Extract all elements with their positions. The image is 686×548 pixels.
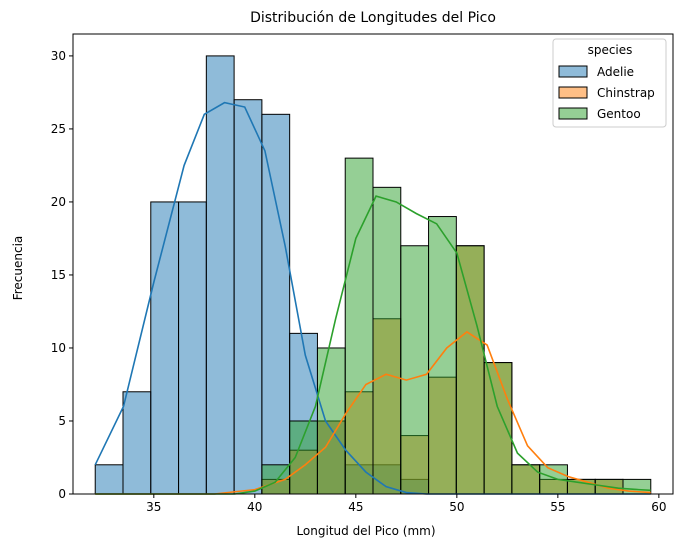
legend-swatch-chinstrap xyxy=(558,86,588,99)
bar-adelie-2 xyxy=(150,201,180,495)
legend-label-chinstrap: Chinstrap xyxy=(597,86,655,100)
y-tick-label: 0 xyxy=(58,487,66,501)
plot-area xyxy=(72,33,674,495)
y-tick-label: 20 xyxy=(51,195,66,209)
legend-swatch-adelie xyxy=(558,65,588,78)
plot-frame xyxy=(72,33,674,495)
x-tick-label: 35 xyxy=(146,500,161,514)
bar-adelie-1 xyxy=(122,391,152,495)
y-tick-label: 10 xyxy=(51,341,66,355)
bar-gentoo-11 xyxy=(400,245,430,495)
legend-title: species xyxy=(588,43,633,57)
bar-gentoo-10 xyxy=(372,186,402,495)
y-tick-label: 15 xyxy=(51,268,66,282)
bar-gentoo-13 xyxy=(455,245,485,495)
y-axis: 0 5 10 15 20 25 30 xyxy=(51,49,73,501)
bar-gentoo-12 xyxy=(428,216,457,495)
legend-label-adelie: Adelie xyxy=(597,65,634,79)
bar-adelie-5 xyxy=(233,99,263,495)
bar-gentoo-14 xyxy=(483,362,513,495)
series-gentoo-bars xyxy=(261,157,652,495)
x-axis: 35 40 45 50 55 60 xyxy=(146,494,666,514)
legend: species Adelie Chinstrap Gentoo xyxy=(552,38,667,128)
y-tick-label: 5 xyxy=(58,414,66,428)
legend-label-gentoo: Gentoo xyxy=(597,107,641,121)
x-tick-label: 55 xyxy=(550,500,565,514)
bar-adelie-6 xyxy=(261,113,291,495)
bar-adelie-4 xyxy=(205,55,235,495)
legend-swatch-gentoo xyxy=(558,107,588,120)
series-adelie-bars xyxy=(94,55,430,495)
bar-gentoo-15 xyxy=(511,464,541,495)
x-tick-label: 40 xyxy=(247,500,262,514)
x-tick-label: 45 xyxy=(348,500,363,514)
kde-gentoo xyxy=(95,195,651,495)
x-tick-label: 50 xyxy=(449,500,464,514)
x-axis-label: Longitud del Pico (mm) xyxy=(296,524,435,538)
x-tick-label: 60 xyxy=(651,500,666,514)
bar-adelie-0 xyxy=(94,464,124,495)
kde-chinstrap xyxy=(95,330,651,495)
legend-box xyxy=(552,38,667,128)
y-tick-label: 30 xyxy=(51,49,66,63)
chart-title: Distribución de Longitudes del Pico xyxy=(250,10,496,26)
y-axis-label: Frecuencia xyxy=(11,236,25,301)
y-tick-label: 25 xyxy=(51,122,66,136)
bar-gentoo-9 xyxy=(344,157,374,495)
bar-adelie-3 xyxy=(178,201,207,495)
